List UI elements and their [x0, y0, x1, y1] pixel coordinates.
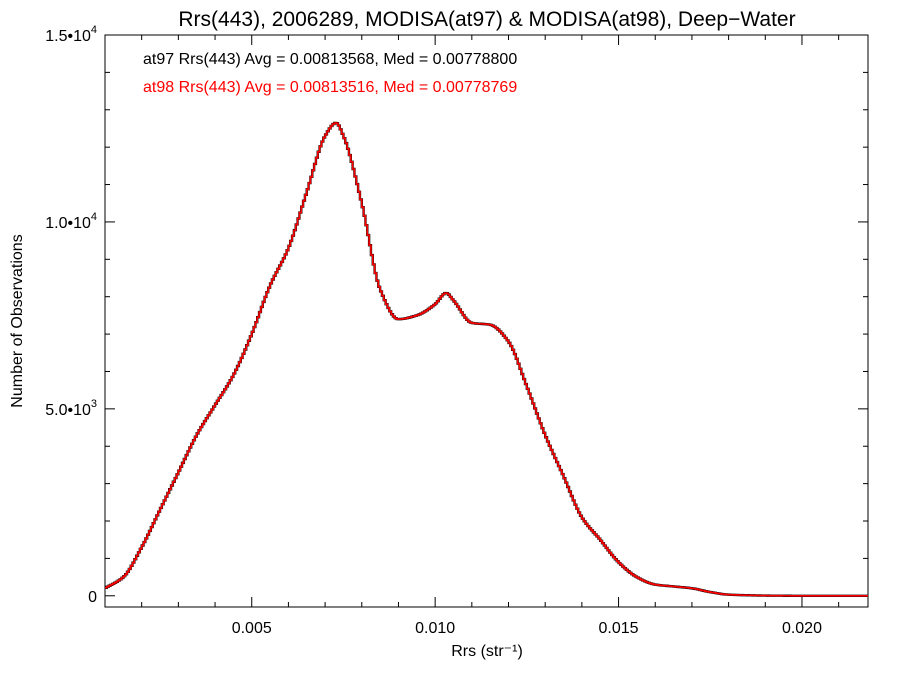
x-tick-label: 0.015	[599, 620, 639, 637]
y-tick-label: 0	[88, 589, 97, 606]
y-tick-label: 1.0•104	[45, 211, 97, 232]
x-tick-label: 0.020	[782, 620, 822, 637]
plot-frame	[104, 34, 869, 608]
series-at98-line	[105, 122, 868, 597]
y-axis-label: Number of Observations	[9, 234, 26, 407]
legend-entry-at98: at98 Rrs(443) Avg = 0.00813516, Med = 0.…	[143, 79, 517, 96]
x-axis: 0.005 0.010 0.015 0.020	[104, 35, 840, 637]
data-series	[105, 121, 868, 597]
y-tick-label: 1.5•104	[45, 24, 97, 45]
y-tick-label: 5.0•103	[45, 398, 97, 419]
series-at97-line	[105, 121, 868, 597]
y-axis: 0 5.0•103 1.0•104 1.5•104	[45, 24, 868, 606]
x-axis-label: Rrs (str⁻¹)	[451, 643, 523, 660]
x-tick-label: 0.005	[232, 620, 272, 637]
chart-title: Rrs(443), 2006289, MODISA(at97) & MODISA…	[178, 8, 795, 31]
legend-entry-at97: at97 Rrs(443) Avg = 0.00813568, Med = 0.…	[143, 51, 517, 68]
x-tick-label: 0.010	[415, 620, 455, 637]
